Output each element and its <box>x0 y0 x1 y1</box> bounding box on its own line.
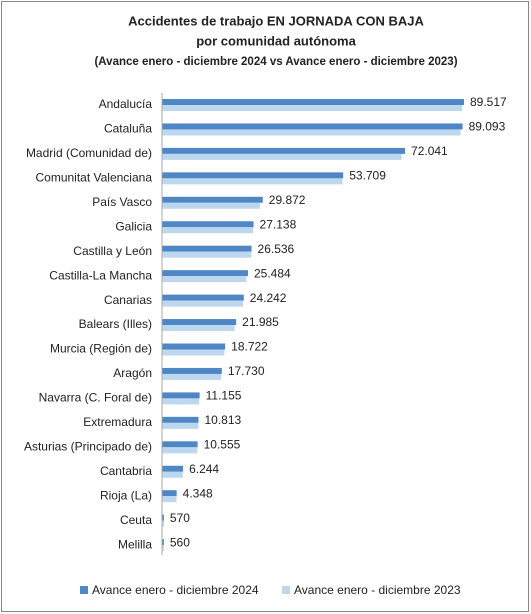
value-label: 10.555 <box>204 437 241 451</box>
value-label: 17.730 <box>228 364 265 378</box>
bar <box>162 270 248 277</box>
category-label: Galicia <box>115 219 152 233</box>
bar <box>162 178 343 185</box>
bar <box>162 202 260 209</box>
bar <box>162 520 165 527</box>
bar <box>162 373 222 380</box>
bar <box>162 276 247 283</box>
value-label: 570 <box>170 511 190 525</box>
bar <box>162 416 199 423</box>
category-label: Extremadura <box>83 415 152 429</box>
value-label: 53.709 <box>349 169 386 183</box>
category-label: Asturias (Principado de) <box>24 439 152 453</box>
bar <box>162 422 199 429</box>
bar <box>162 153 402 160</box>
value-label: 89.093 <box>469 120 506 134</box>
legend-swatch <box>282 586 290 594</box>
bar <box>162 496 177 503</box>
bar <box>162 221 254 228</box>
category-label: Madrid (Comunidad de) <box>26 146 152 160</box>
category-label: Castilla-La Mancha <box>49 268 152 282</box>
legend-label: Avance enero - diciembre 2024 <box>92 583 259 597</box>
category-label: Balears (Illes) <box>79 317 152 331</box>
category-label: Andalucía <box>99 97 153 111</box>
legend-swatch <box>80 586 88 594</box>
bar <box>162 545 164 552</box>
bar <box>162 325 235 332</box>
value-label: 25.484 <box>254 266 291 280</box>
bar <box>162 147 406 154</box>
category-label: Melilla <box>118 537 152 551</box>
category-label: Rioja (La) <box>100 488 152 502</box>
bar <box>162 471 183 478</box>
bar <box>162 129 461 136</box>
bar <box>162 294 244 301</box>
category-label: Comunitat Valenciana <box>35 171 152 185</box>
category-label: País Vasco <box>92 195 152 209</box>
bar <box>162 196 263 203</box>
category-label: Navarra (C. Foral de) <box>39 391 152 405</box>
value-label: 6.244 <box>189 462 219 476</box>
bar <box>162 172 344 179</box>
value-label: 18.722 <box>231 340 268 354</box>
bar <box>162 343 226 350</box>
chart-note: (Avance enero - diciembre 2024 vs Avance… <box>94 56 457 68</box>
bar <box>162 447 198 454</box>
category-label: Canarias <box>104 293 152 307</box>
bar <box>162 392 200 399</box>
category-label: Murcia (Región de) <box>50 342 152 356</box>
bar <box>162 105 463 111</box>
bar <box>162 539 164 546</box>
category-label: Cantabria <box>100 464 152 478</box>
bar <box>162 99 464 105</box>
bar <box>162 367 222 374</box>
legend-label: Avance enero - diciembre 2023 <box>294 583 461 597</box>
value-label: 89.517 <box>470 95 507 109</box>
bar <box>162 398 200 405</box>
bar <box>162 300 243 307</box>
value-label: 27.138 <box>260 217 297 231</box>
bar <box>162 441 198 448</box>
value-label: 26.536 <box>258 242 295 256</box>
category-label: Ceuta <box>120 513 152 527</box>
bar <box>162 251 252 258</box>
bar <box>162 227 254 234</box>
value-label: 21.985 <box>242 315 279 329</box>
value-label: 29.872 <box>269 193 306 207</box>
chart-subtitle: por comunidad autónoma <box>196 33 356 48</box>
value-label: 4.348 <box>183 486 213 500</box>
bar <box>162 123 463 130</box>
value-label: 72.041 <box>411 144 448 158</box>
value-label: 11.155 <box>206 389 242 403</box>
bar <box>162 319 237 326</box>
bar <box>162 490 177 497</box>
category-label: Aragón <box>113 366 152 380</box>
category-label: Cataluña <box>104 122 152 136</box>
bar <box>162 465 184 472</box>
value-label: 24.242 <box>250 291 287 305</box>
chart-title: Accidentes de trabajo EN JORNADA CON BAJ… <box>128 13 424 28</box>
bar <box>162 514 164 521</box>
value-label: 10.813 <box>204 413 241 427</box>
category-label: Castilla y León <box>73 244 152 258</box>
bar <box>162 349 225 356</box>
value-label: 560 <box>170 535 190 549</box>
bar <box>162 245 252 252</box>
